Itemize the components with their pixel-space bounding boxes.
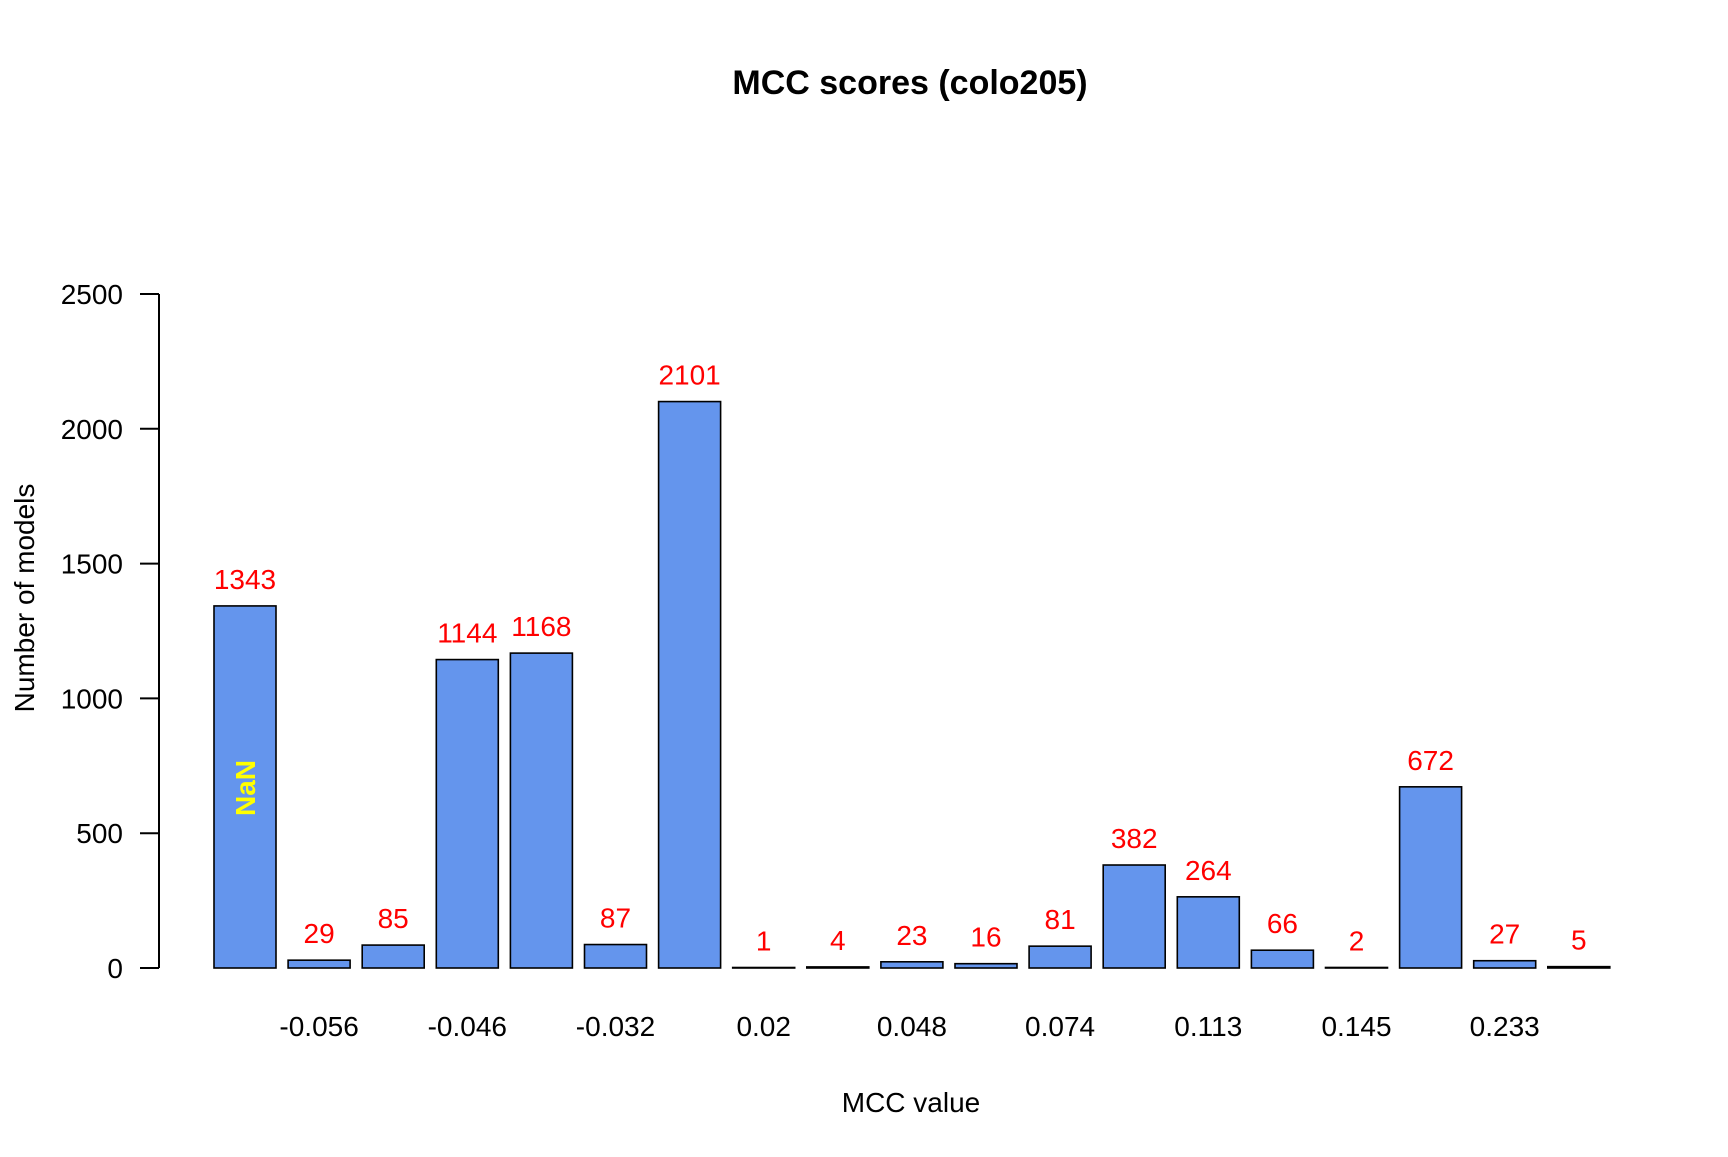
bar [1547, 965, 1611, 969]
bar-value-label: 29 [304, 918, 335, 949]
x-axis-label: MCC value [842, 1087, 980, 1118]
x-tick-label: 0.233 [1470, 1011, 1540, 1042]
x-tick-label: -0.046 [428, 1011, 507, 1042]
bar-value-label: 5 [1571, 925, 1587, 956]
y-tick-label: 1500 [61, 549, 123, 580]
bar [1250, 949, 1315, 969]
bar [1324, 966, 1389, 969]
bar-value-label: 1343 [214, 564, 276, 595]
chart-title: MCC scores (colo205) [732, 64, 1087, 102]
bar-value-label: 1144 [437, 618, 497, 649]
bar-value-label: 81 [1045, 904, 1076, 935]
bar [1472, 959, 1537, 969]
bar [1176, 896, 1241, 969]
bar-value-label: 2101 [658, 360, 720, 391]
bar-value-label: 264 [1185, 855, 1232, 886]
bar [361, 944, 426, 969]
bar [435, 658, 500, 969]
x-tick-label: -0.032 [576, 1011, 655, 1042]
bar-value-label: 382 [1111, 823, 1158, 854]
value-labels-group: 1343 29 85 1144 1168 87 2101 1 4 23 16 81 382 264 66 2 6… [214, 360, 1587, 957]
bar [805, 966, 870, 969]
bar-value-label: 27 [1489, 919, 1520, 950]
y-tick-label: 1000 [61, 683, 123, 714]
y-axis-label: Number of models [9, 484, 40, 713]
bar-value-label: 16 [970, 922, 1001, 953]
bar [213, 605, 277, 969]
bar [583, 943, 648, 969]
x-tick-label: 0.145 [1321, 1011, 1391, 1042]
y-tick-label: 500 [76, 818, 123, 849]
x-tick-labels-group: -0.056 -0.046 -0.032 0.02 0.048 0.074 0.113 0.1… [279, 1011, 1539, 1042]
bar-value-label: 85 [378, 903, 409, 934]
bar [657, 400, 722, 969]
bar-value-label: 1168 [511, 611, 571, 642]
y-axis: 0 500 1000 1500 2000 2500 [61, 279, 160, 984]
bar [509, 652, 574, 969]
bar [954, 962, 1018, 969]
x-tick-label: 0.074 [1025, 1011, 1095, 1042]
bar-value-label: 66 [1267, 908, 1298, 939]
bar [1028, 945, 1092, 969]
y-tick-label: 2500 [61, 279, 123, 310]
bars-group: NaN [213, 400, 1611, 969]
y-tick-label: 0 [107, 953, 123, 984]
x-tick-label: 0.113 [1174, 1011, 1242, 1042]
bar-value-label: 672 [1407, 745, 1454, 776]
bar-value-label: 4 [830, 925, 846, 956]
y-tick-label: 2000 [61, 414, 123, 445]
bar [1102, 864, 1166, 969]
x-tick-label: 0.048 [877, 1011, 947, 1042]
bar [287, 959, 351, 969]
nan-label: NaN [230, 760, 261, 816]
bar-value-label: 23 [896, 920, 927, 951]
bar [731, 966, 796, 969]
x-tick-label: -0.056 [279, 1011, 358, 1042]
x-tick-label: 0.02 [736, 1011, 791, 1042]
bar [880, 960, 944, 969]
bar-value-label: 1 [756, 926, 772, 957]
bar-value-label: 2 [1349, 925, 1365, 956]
bar-value-label: 87 [600, 903, 631, 934]
bar [1398, 786, 1463, 969]
